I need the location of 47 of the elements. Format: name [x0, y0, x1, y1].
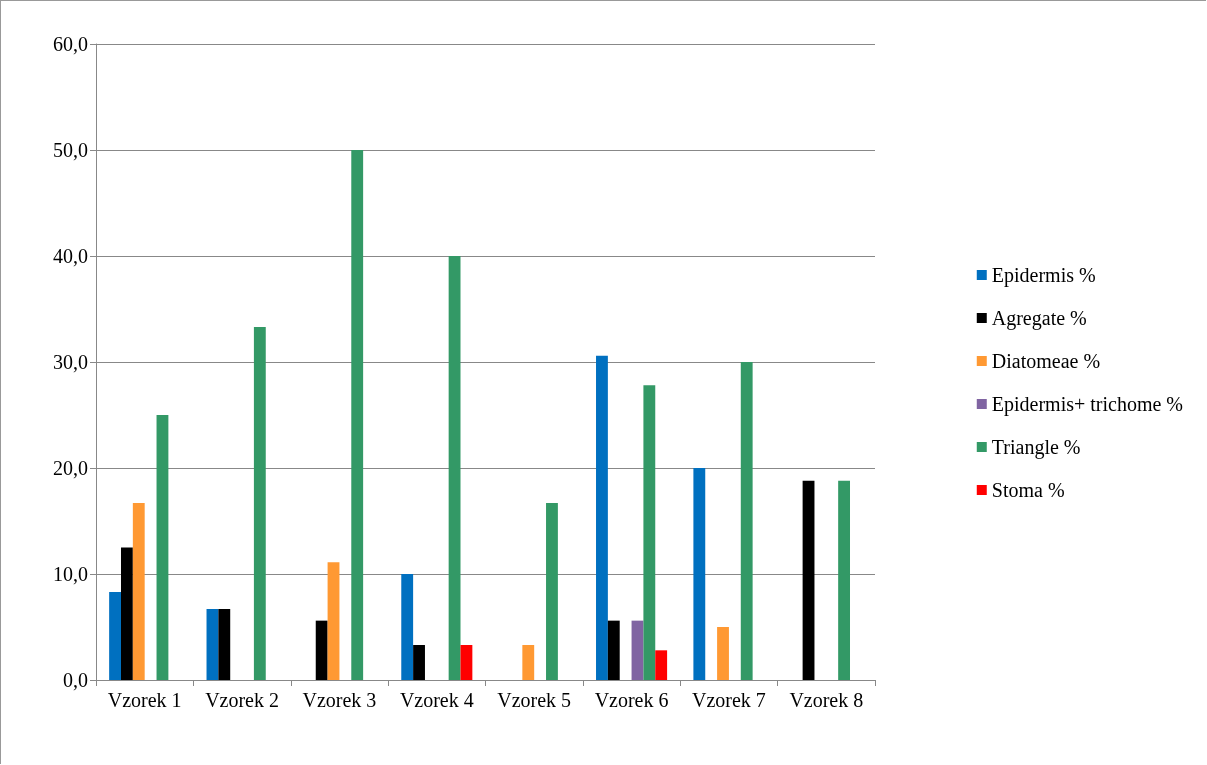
- bar: [315, 620, 328, 680]
- x-tick-label: Vzorek 5: [497, 689, 572, 711]
- bar: [132, 502, 145, 680]
- legend-label: Epidermis+ trichome %: [991, 393, 1183, 416]
- bar: [631, 620, 644, 680]
- y-tick-label: 60,0: [53, 33, 88, 55]
- y-tick-label: 20,0: [53, 457, 88, 479]
- bar: [838, 480, 851, 680]
- x-tick-label: Vzorek 1: [107, 689, 182, 711]
- bar: [717, 627, 729, 680]
- x-tick-label: Vzorek 7: [692, 689, 766, 711]
- bar: [596, 355, 608, 680]
- bar: [460, 645, 473, 680]
- bar: [156, 415, 169, 680]
- legend-label: Diatomeae %: [991, 350, 1101, 372]
- bar: [802, 480, 815, 680]
- bar: [413, 645, 425, 680]
- y-tick-label: 10,0: [53, 563, 88, 585]
- y-tick-label: 0,0: [63, 669, 88, 691]
- x-tick-label: Vzorek 2: [205, 689, 279, 711]
- bar: [546, 502, 558, 680]
- legend-label: Triangle %: [991, 436, 1081, 459]
- x-tick-label: Vzorek 3: [302, 689, 377, 711]
- y-tick-label: 40,0: [53, 245, 88, 267]
- bar: [643, 385, 656, 680]
- legend-label: Epidermis %: [991, 264, 1096, 287]
- legend-label: Agregate %: [991, 307, 1087, 330]
- bar: [218, 608, 231, 680]
- bar: [206, 608, 219, 680]
- bar: [655, 650, 668, 680]
- bar: [253, 327, 266, 680]
- bar: [351, 150, 364, 680]
- y-tick-label: 50,0: [53, 139, 88, 161]
- bar: [327, 562, 340, 680]
- x-tick-label: Vzorek 4: [399, 689, 474, 711]
- bar: [522, 645, 535, 680]
- bar: [109, 592, 121, 680]
- bar: [401, 574, 414, 680]
- x-tick-label: Vzorek 8: [789, 689, 864, 711]
- legend-label: Stoma %: [991, 479, 1065, 501]
- bar: [120, 547, 133, 680]
- y-tick-label: 30,0: [53, 351, 88, 373]
- bar: [607, 620, 620, 680]
- bar: [448, 256, 461, 680]
- x-tick-label: Vzorek 6: [594, 689, 669, 711]
- bar: [740, 362, 753, 680]
- bar: [693, 468, 706, 680]
